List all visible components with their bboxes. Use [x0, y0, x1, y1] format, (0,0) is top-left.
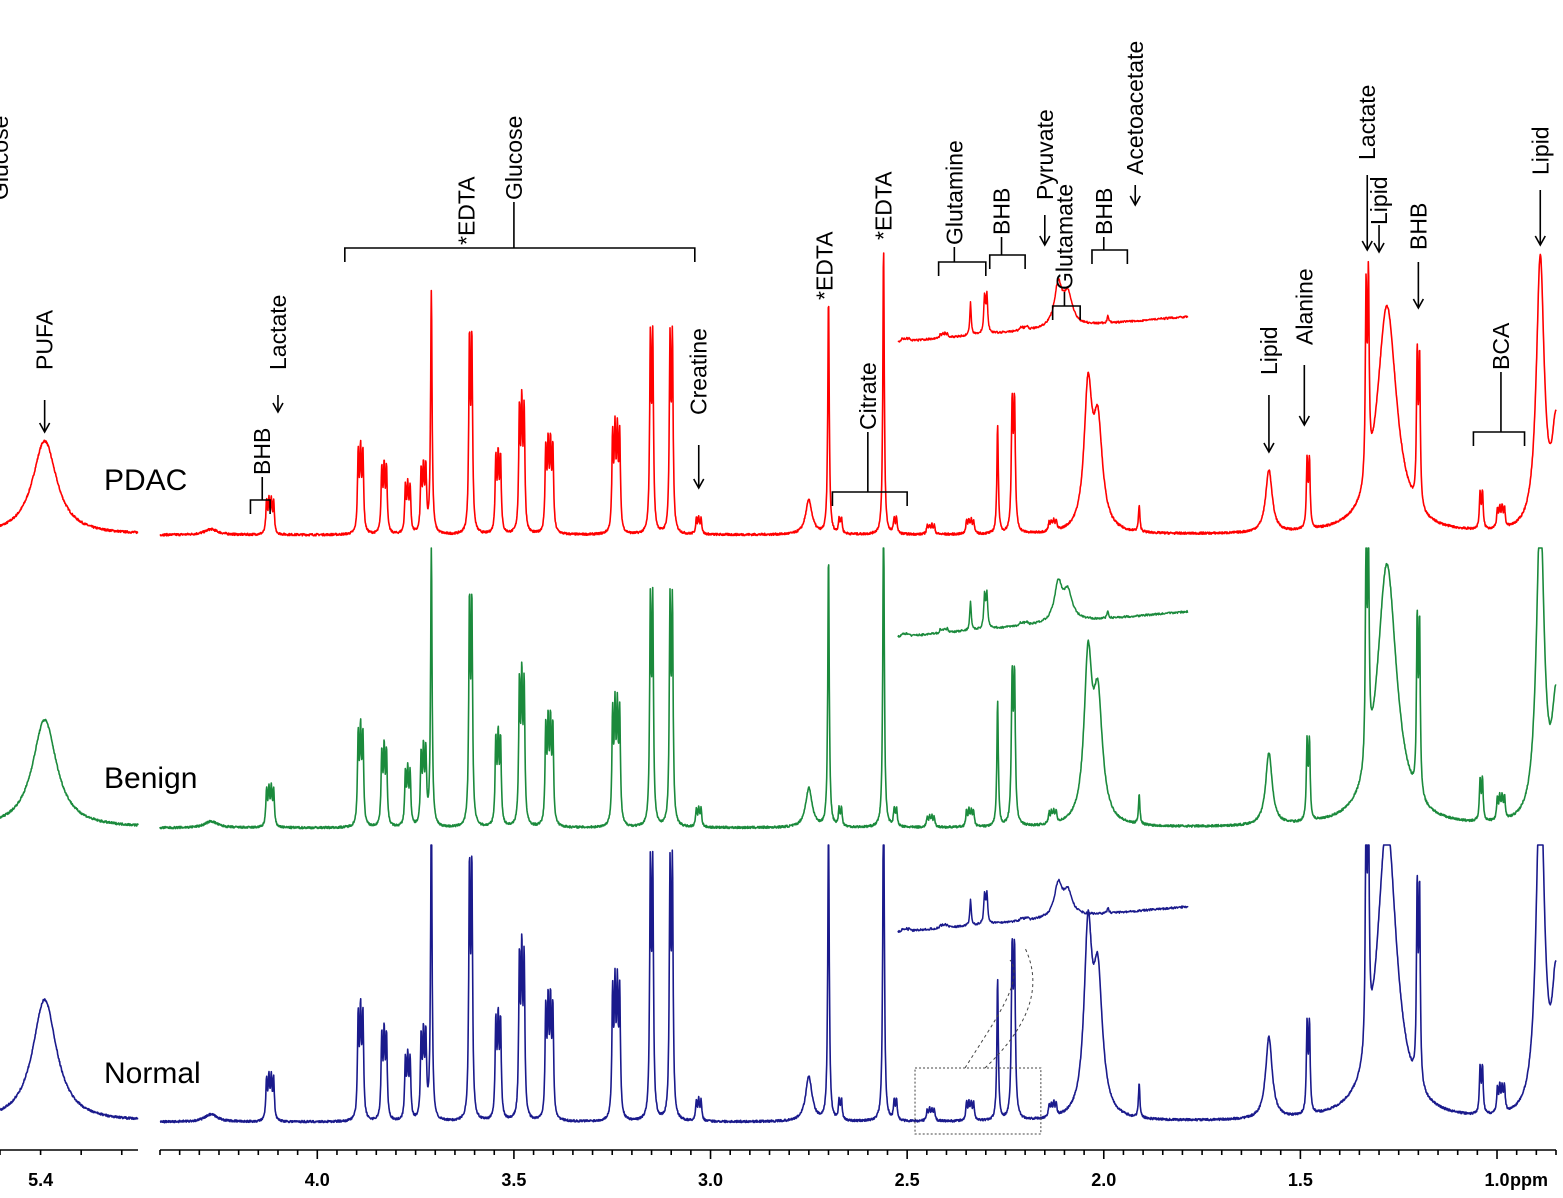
annotation-lipid-19-arrow-head — [1373, 242, 1385, 254]
annotation-lipid-22-arrow-head — [1534, 235, 1546, 247]
annotation-lipid-22-label: Lipid — [1527, 126, 1553, 175]
spectrum-trace-benign-seg1 — [159, 547, 1557, 830]
annotation-bhb-2-label: BHB — [249, 428, 275, 475]
x-tick-label-3-5: 3.5 — [501, 1170, 526, 1190]
annotation-lactate-18-label: Lactate — [1354, 85, 1380, 160]
annotation-creatine-6-arrow-head — [693, 478, 705, 490]
annotation-lactate-3-label: Lactate — [265, 295, 291, 370]
annotation-lactate-3-arrow-head — [272, 402, 284, 414]
annotation-bhb-11-bracket — [988, 237, 1026, 269]
zoom-arrow-2 — [984, 947, 1034, 1069]
annotation-lipid-16-label: Lipid — [1256, 326, 1282, 375]
annotation-glucose-5-bracket — [344, 202, 696, 262]
zoom-region-box — [914, 1067, 1042, 1135]
spectrum-trace-normal-seg1 — [159, 844, 1557, 1124]
annotation-edta-4-label: *EDTA — [454, 176, 480, 245]
x-tick-label-2-5: 2.5 — [895, 1170, 920, 1190]
spectrum-trace-pdac-seg0 — [0, 439, 139, 535]
annotation-glutamine-10-bracket — [937, 247, 987, 276]
annotation-edta-9-label: *EDTA — [871, 171, 897, 240]
series-labels: PDAC Benign Normal — [104, 464, 201, 1090]
x-axis: 5.4 4.0 3.5 3.0 2.5 2.0 1.5 1.0 ppm — [0, 1149, 1557, 1190]
spectrum-trace-normal-seg0 — [0, 998, 139, 1121]
x-axis-title: ppm — [1510, 1170, 1548, 1190]
annotation-creatine-6-label: Creatine — [686, 328, 712, 415]
annotation-pyruvate-12-label: Pyruvate — [1032, 109, 1058, 200]
annotation-bhb-14-label: BHB — [1091, 188, 1117, 235]
series-label-pdac: PDAC — [104, 464, 187, 497]
annotation-pufa-0-arrow-head — [38, 422, 51, 434]
annotation-glutamine-10-label: Glutamine — [941, 140, 967, 245]
inset-trace-pdac — [897, 278, 1189, 343]
x-tick-label-3-0: 3.0 — [698, 1170, 723, 1190]
x-tick-label-1-0: 1.0 — [1484, 1170, 1509, 1190]
peak-annotations: PUFA Glucose BHB Lactate *EDTA Glucose Creatin… — [0, 0, 1553, 514]
inset-trace-normal — [897, 878, 1189, 933]
x-tick-label-5-4: 5.4 — [28, 1170, 53, 1190]
annotation-bca-21-bracket — [1472, 372, 1526, 446]
annotation-bhb-11-label: BHB — [989, 188, 1015, 235]
inset-traces — [897, 278, 1189, 933]
annotation-lipid-19-label: Lipid — [1366, 176, 1392, 225]
annotation-glucose-5-label: Glucose — [501, 116, 527, 200]
annotation-lactate-18-arrow-head — [1361, 240, 1373, 252]
series-label-benign: Benign — [104, 762, 197, 795]
annotation-edta-7-label: *EDTA — [812, 231, 838, 300]
annotation-lipid-16-arrow-head — [1263, 442, 1275, 454]
x-tick-label-1-5: 1.5 — [1288, 1170, 1313, 1190]
series-label-normal: Normal — [104, 1057, 201, 1090]
annotation-pyruvate-12-arrow-head — [1039, 235, 1051, 247]
annotation-acetoacetate-15-label: Acetoacetate — [1122, 41, 1148, 175]
annotation-bca-21-label: BCA — [1488, 322, 1514, 370]
annotation-alanine-17-label: Alanine — [1291, 268, 1317, 345]
spectrum-trace-benign-seg0 — [0, 718, 139, 827]
annotation-glutamate-13-bracket — [1051, 292, 1081, 320]
spectrum-trace-pdac-seg1 — [159, 252, 1557, 537]
zoom-arrow-1 — [964, 959, 1015, 1069]
zoom-indicator — [914, 947, 1042, 1135]
annotation-bhb-2-bracket — [249, 477, 271, 514]
spectrum-traces — [0, 252, 1557, 1124]
annotation-bhb-20-label: BHB — [1405, 203, 1431, 250]
annotation-glutamate-13-label: Glutamate — [1052, 184, 1078, 290]
annotation-bhb-14-bracket — [1091, 237, 1129, 264]
annotation-citrate-8-label: Citrate — [855, 362, 881, 430]
inset-trace-benign — [897, 578, 1189, 638]
annotation-glucose-1-label: Glucose — [0, 116, 13, 200]
x-tick-label-4-0: 4.0 — [305, 1170, 330, 1190]
annotation-citrate-8-bracket — [831, 432, 908, 506]
annotation-pufa-0-label: PUFA — [32, 309, 58, 370]
annotation-acetoacetate-15-arrow-head — [1129, 195, 1141, 207]
annotation-bhb-20-arrow-head — [1412, 298, 1425, 310]
annotation-alanine-17-arrow-head — [1298, 415, 1311, 427]
x-tick-label-2-0: 2.0 — [1091, 1170, 1116, 1190]
